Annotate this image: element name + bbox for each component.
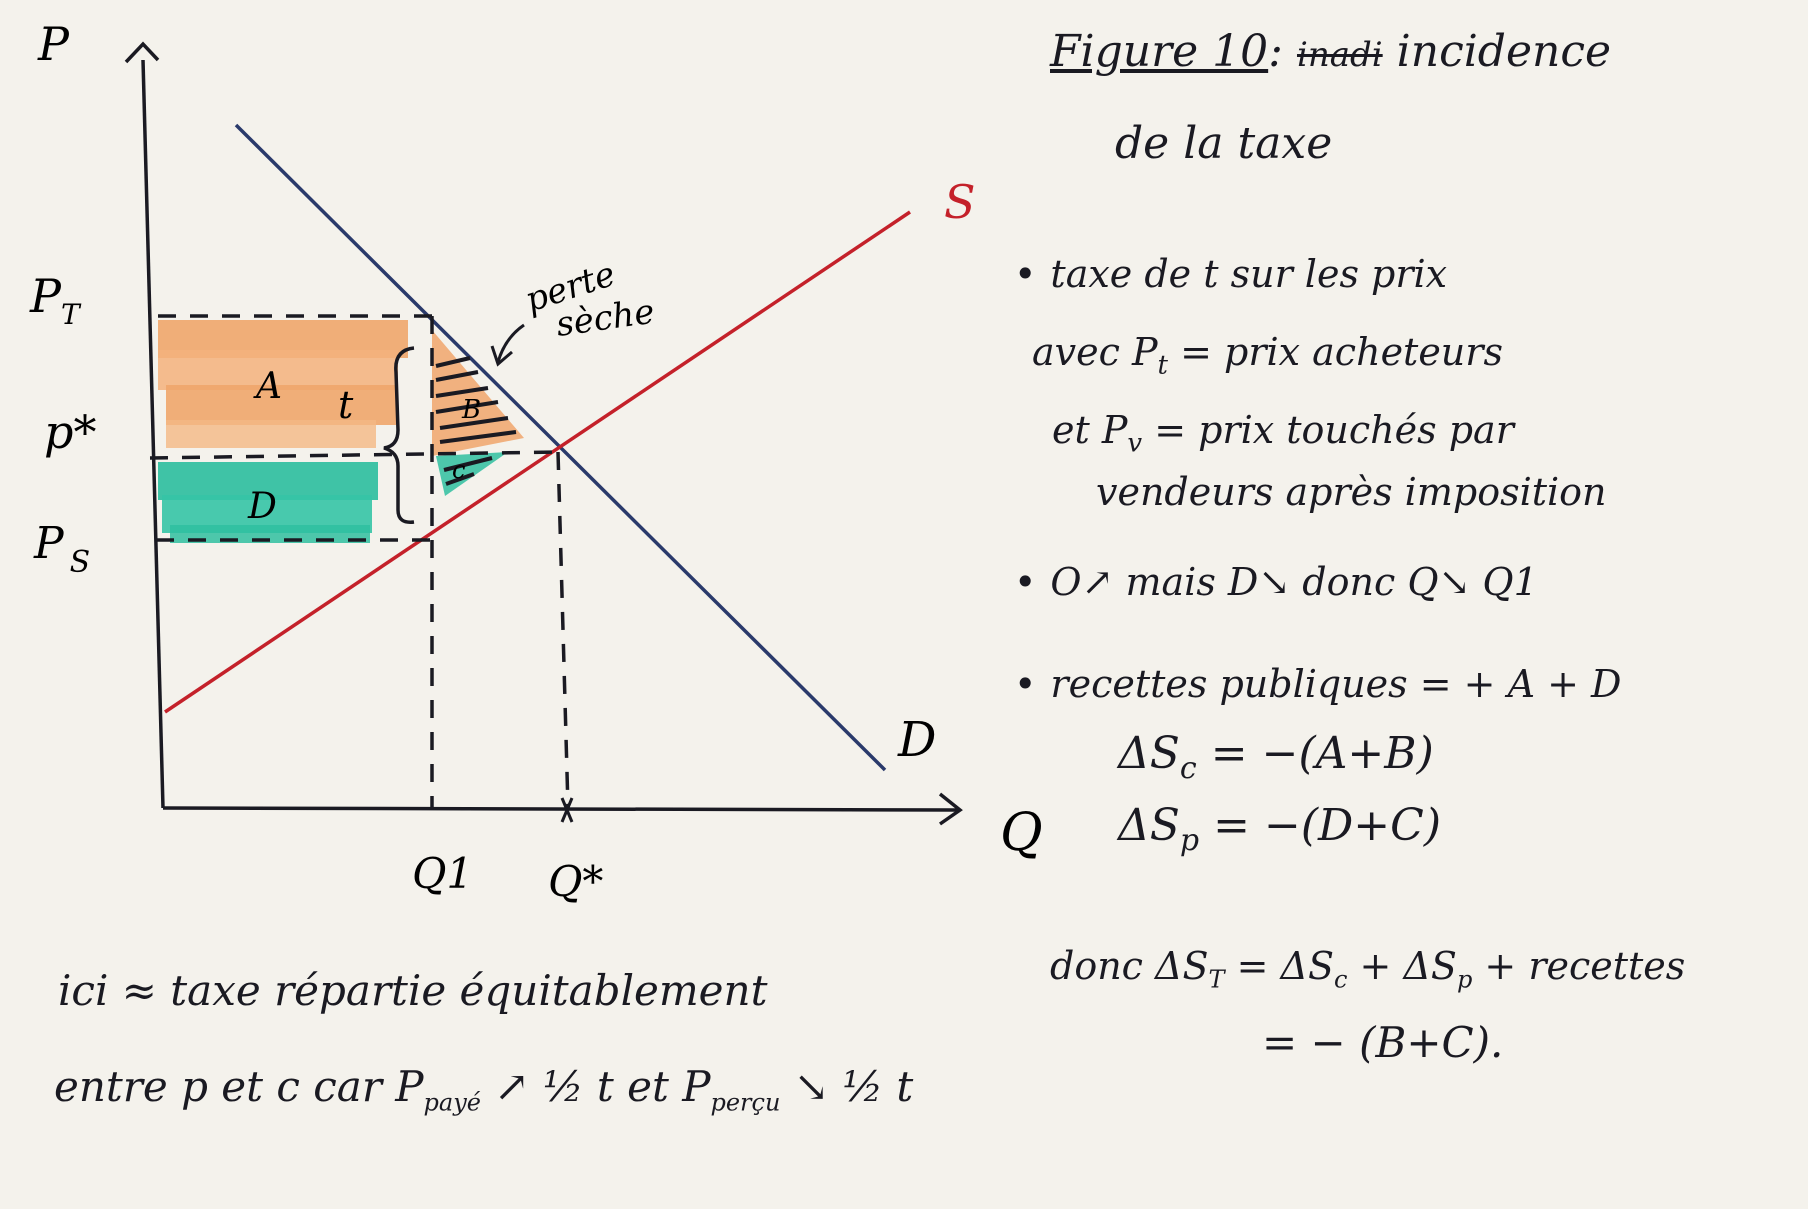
q1-label: Q1 bbox=[412, 849, 473, 898]
note-bottom-2: entre p et c car Ppayé ↗ ½ t et Pperçu ↘… bbox=[54, 1062, 913, 1116]
figure-number: Figure 10 bbox=[1050, 26, 1268, 77]
q-axis-label: Q bbox=[1000, 803, 1043, 863]
crossed-word: inadi bbox=[1297, 35, 1383, 75]
note-result: = − (B+C). bbox=[1262, 1018, 1503, 1067]
note-bottom-1: ici ≈ taxe répartie équitablement bbox=[58, 966, 767, 1015]
p-axis bbox=[143, 60, 163, 808]
note-total: donc ΔST = ΔSc + ΔSp + recettes bbox=[1050, 944, 1685, 994]
qstar-label: Q* bbox=[548, 857, 603, 906]
area-a-label: A bbox=[253, 366, 282, 407]
note-sellers: vendeurs après imposition bbox=[1096, 470, 1607, 514]
p-axis-arrow bbox=[126, 44, 158, 62]
figure-title-line2: de la taxe bbox=[1115, 118, 1332, 169]
title-colon: : bbox=[1268, 26, 1283, 77]
note-pv: et Pv = prix touchés par bbox=[1052, 408, 1514, 459]
note-delta-sc: ΔSc = −(A+B) bbox=[1118, 728, 1434, 786]
area-a-shading bbox=[158, 320, 408, 448]
area-b-label: B bbox=[461, 395, 481, 425]
area-d-label: D bbox=[247, 486, 277, 527]
supply-label: S bbox=[944, 175, 976, 229]
demand-label: D bbox=[897, 712, 936, 768]
note-revenue: recettes publiques = + A + D bbox=[1014, 662, 1622, 706]
title-line1: incidence bbox=[1397, 26, 1611, 77]
note-tax: taxe de t sur les prix bbox=[1014, 252, 1447, 296]
note-pt: avec Pt = prix acheteurs bbox=[1032, 330, 1503, 381]
note-delta-sp: ΔSp = −(D+C) bbox=[1118, 800, 1441, 858]
pt-label: PT bbox=[29, 269, 82, 331]
note-quantity: O↗ mais D↘ donc Q↘ Q1 bbox=[1014, 560, 1538, 604]
pstar-label: p* bbox=[44, 405, 96, 459]
area-c-label: c bbox=[452, 456, 465, 484]
p-axis-label: P bbox=[37, 17, 70, 71]
q-axis bbox=[163, 808, 958, 810]
figure-title: Figure 10: inadi incidence bbox=[1050, 26, 1611, 77]
perte-seche-arrow bbox=[498, 325, 524, 362]
tax-label: t bbox=[338, 383, 354, 427]
